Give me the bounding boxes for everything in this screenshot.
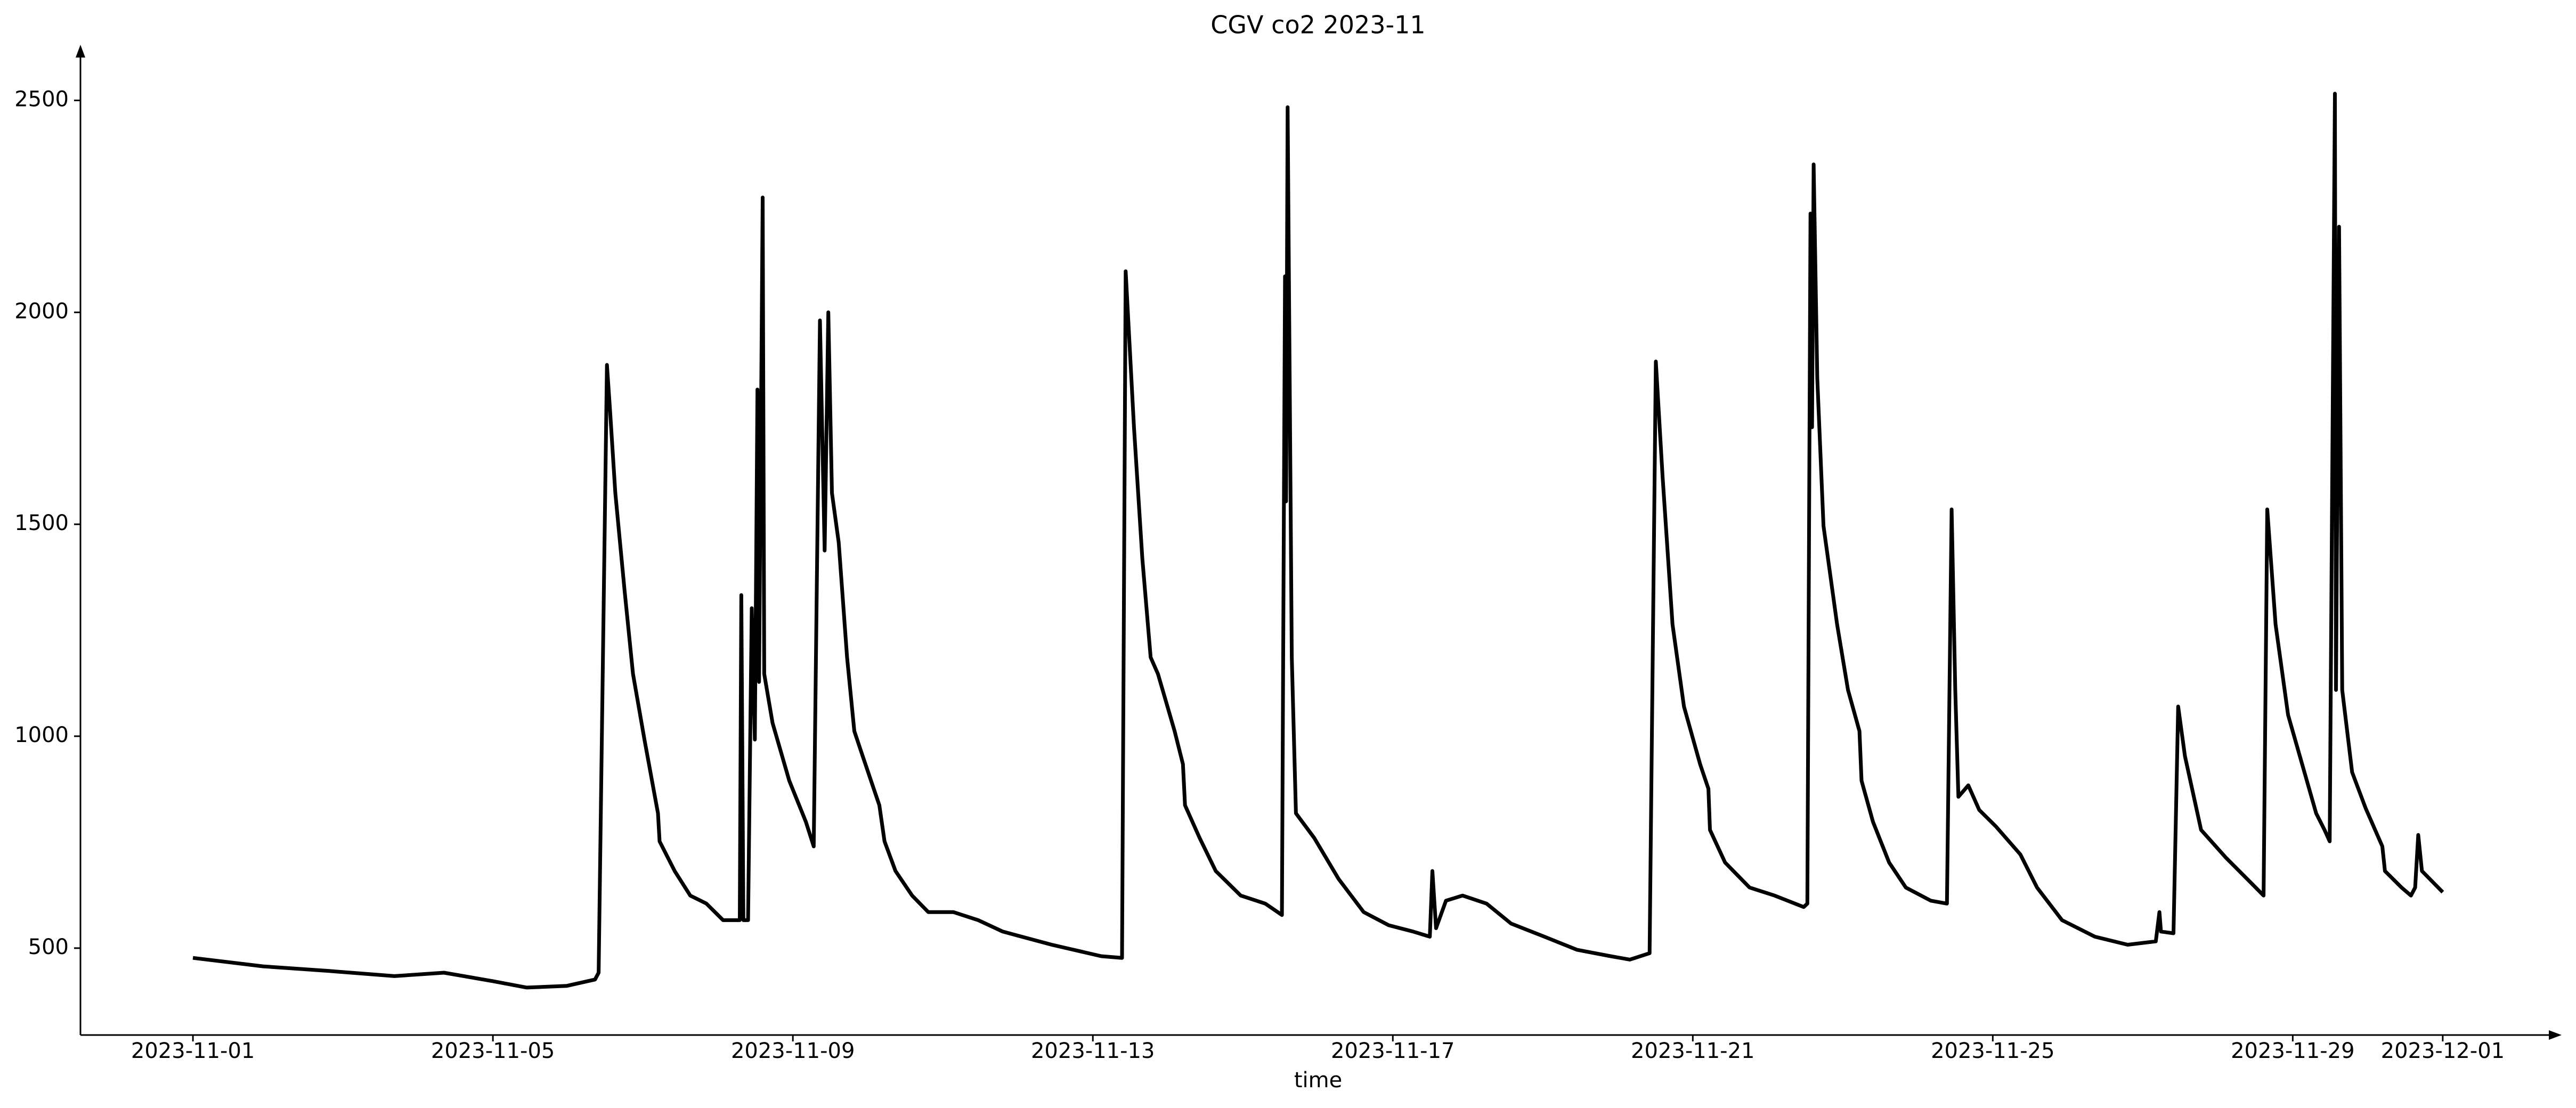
chart-title: CGV co2 2023-11 bbox=[1210, 11, 1425, 39]
x-axis-arrow bbox=[2549, 1030, 2562, 1040]
x-tick-label: 2023-11-09 bbox=[731, 1039, 855, 1063]
data-line bbox=[192, 92, 2444, 990]
x-axis-label: time bbox=[1294, 1068, 1342, 1093]
x-tick-label: 2023-11-29 bbox=[2231, 1039, 2354, 1063]
y-axis-arrow bbox=[76, 45, 85, 58]
x-tick-label: 2023-11-25 bbox=[1931, 1039, 2054, 1063]
y-tick-label: 2500 bbox=[14, 87, 69, 111]
x-tick-label: 2023-11-05 bbox=[431, 1039, 555, 1063]
y-tick-label: 500 bbox=[28, 935, 69, 959]
x-tick-label: 2023-11-17 bbox=[1331, 1039, 1454, 1063]
y-tick-label: 1000 bbox=[14, 723, 69, 747]
x-tick-label: 2023-12-01 bbox=[2381, 1039, 2505, 1063]
y-tick-label: 2000 bbox=[14, 299, 69, 323]
y-tick-label: 1500 bbox=[14, 511, 69, 535]
x-tick-label: 2023-11-01 bbox=[131, 1039, 255, 1063]
x-tick-label: 2023-11-13 bbox=[1031, 1039, 1155, 1063]
x-tick-label: 2023-11-21 bbox=[1631, 1039, 1754, 1063]
